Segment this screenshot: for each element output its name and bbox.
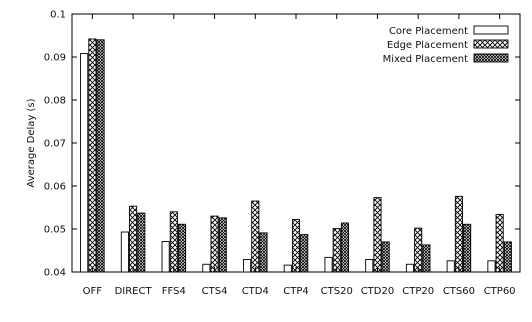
x-tick-label-direct: DIRECT (115, 286, 153, 297)
bar-mixed-placement-cts60 (463, 223, 472, 273)
legend-label: Edge Placement (387, 40, 468, 51)
legend-swatch (473, 53, 509, 63)
legend-label: Core Placement (389, 26, 468, 37)
y-tick-label: 0.07 (44, 139, 66, 150)
bar-edge-placement-ctd4 (251, 200, 260, 273)
x-tick-label-off: OFF (83, 286, 103, 297)
bar-core-placement-ctd20 (365, 259, 374, 273)
bar-edge-placement-cts4 (210, 215, 219, 273)
bar-edge-placement-cts20 (332, 228, 341, 273)
y-tick-label: 0.1 (50, 10, 66, 21)
bar-edge-placement-ctd20 (373, 197, 382, 273)
x-tick-label-ctd4: CTD4 (242, 286, 269, 297)
bar-core-placement-cts4 (202, 263, 211, 273)
bar-core-placement-ctp4 (283, 264, 292, 273)
bar-mixed-placement-ctp60 (503, 241, 512, 273)
bar-mixed-placement-ctp4 (300, 234, 309, 273)
bar-mixed-placement-direct (137, 212, 146, 273)
x-axis-ticks: OFF DIRECT FFS4 CTS4 CTD4 CTP4 CTS20 CTD20 CTP20… (83, 14, 516, 297)
bar-core-placement-ctp60 (487, 260, 496, 273)
x-tick-label-ctp20: CTP20 (402, 286, 434, 297)
bar-edge-placement-ctp20 (414, 227, 423, 273)
bar-core-placement-off (80, 53, 89, 273)
legend: Core Placement Edge Placement Mixed Placem… (383, 25, 509, 65)
plot-area (71, 13, 521, 273)
bar-mixed-placement-cts4 (218, 217, 227, 273)
bar-edge-placement-cts60 (454, 195, 463, 273)
y-tick-label: 0.09 (44, 53, 66, 64)
bar-core-placement-cts60 (446, 260, 455, 273)
x-tick-label-ctp60: CTP60 (484, 286, 516, 297)
y-tick-label: 0.06 (44, 182, 66, 193)
x-tick-label-ffs4: FFS4 (162, 286, 186, 297)
x-tick-label-ctd20: CTD20 (361, 286, 395, 297)
x-tick-label-ctp4: CTP4 (283, 286, 308, 297)
bar-edge-placement-off (88, 38, 97, 273)
legend-swatch (473, 25, 509, 35)
bar-mixed-placement-off (96, 39, 105, 273)
bar-edge-placement-direct (129, 205, 138, 273)
bar-edge-placement-ctp60 (495, 213, 504, 273)
x-tick-label-cts60: CTS60 (443, 286, 475, 297)
y-tick-label: 0.08 (44, 96, 66, 107)
bar-mixed-placement-ctd4 (259, 232, 268, 273)
bar-mixed-placement-ctp20 (422, 244, 431, 273)
legend-swatch (473, 39, 509, 49)
bar-core-placement-ffs4 (161, 241, 170, 273)
bar-mixed-placement-cts20 (340, 222, 349, 273)
y-tick-label: 0.05 (44, 225, 66, 236)
bar-edge-placement-ffs4 (169, 211, 178, 273)
bar-edge-placement-ctp4 (291, 219, 301, 273)
bar-mixed-placement-ctd20 (381, 241, 390, 273)
x-tick-label-cts20: CTS20 (321, 286, 353, 297)
bar-core-placement-ctp20 (405, 263, 415, 273)
x-tick-label-cts4: CTS4 (202, 286, 228, 297)
bar-core-placement-cts20 (324, 256, 333, 273)
y-axis-label: Average Delay (s) (26, 98, 37, 187)
bar-core-placement-ctd4 (243, 259, 252, 273)
legend-label: Mixed Placement (383, 54, 469, 65)
bar-mixed-placement-ffs4 (177, 223, 187, 273)
bar-core-placement-direct (120, 231, 129, 273)
y-tick-label: 0.04 (44, 268, 66, 279)
y-axis-ticks: 0.04 0.05 0.06 0.07 0.08 0.09 0.1 (44, 10, 520, 279)
